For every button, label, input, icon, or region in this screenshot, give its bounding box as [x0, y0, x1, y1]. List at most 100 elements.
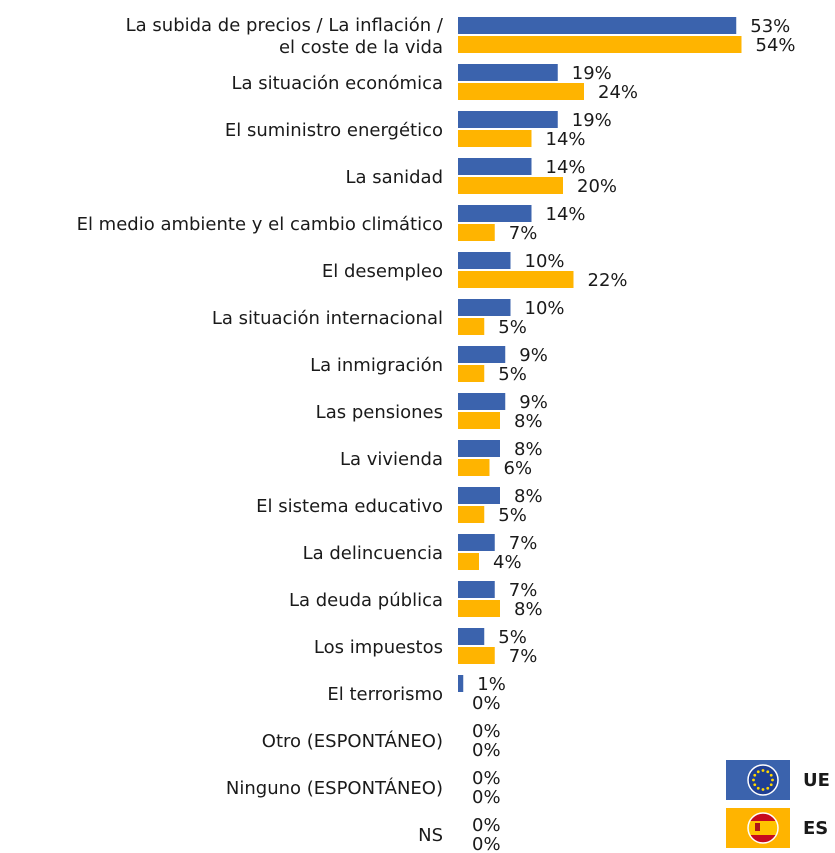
flag-star [766, 786, 770, 790]
bar [458, 412, 500, 429]
value-label: 5% [498, 364, 527, 385]
bar [458, 271, 574, 288]
category-label: El sistema educativo [256, 496, 443, 517]
bar [458, 506, 485, 523]
bar [458, 365, 485, 382]
bar [458, 675, 464, 692]
bar [458, 553, 479, 570]
bar [458, 17, 737, 34]
bar [458, 64, 558, 81]
value-label: 5% [498, 627, 527, 648]
category-label: La delincuencia [303, 543, 443, 564]
value-label: 9% [519, 392, 548, 413]
bar [458, 205, 532, 222]
value-label: 24% [598, 82, 638, 103]
value-label: 7% [509, 646, 538, 667]
value-label: 0% [472, 693, 501, 714]
flag-star [753, 783, 757, 787]
value-label: 20% [577, 176, 617, 197]
bar [458, 581, 495, 598]
bar [458, 393, 506, 410]
bar [458, 318, 485, 335]
flag-star [769, 773, 773, 777]
value-label: 4% [493, 552, 522, 573]
bar [458, 628, 485, 645]
value-label: 0% [472, 815, 501, 836]
value-label: 0% [472, 787, 501, 808]
bar [458, 83, 584, 100]
es-flag-icon [747, 812, 779, 844]
flag-star [766, 770, 770, 774]
category-label: Otro (ESPONTÁNEO) [262, 730, 443, 752]
bar [458, 130, 532, 147]
legend-label: ES [803, 818, 828, 839]
eu-flag-icon [747, 764, 779, 796]
bar [458, 600, 500, 617]
category-label: La subida de precios / La inflación / [126, 15, 444, 36]
bar [458, 299, 511, 316]
value-label: 7% [509, 533, 538, 554]
category-label: El suministro energético [225, 120, 443, 141]
category-label: El terrorismo [327, 684, 443, 705]
flag-star [771, 778, 774, 782]
flag-star [753, 773, 757, 777]
value-label: 14% [546, 204, 586, 225]
category-label: La deuda pública [289, 590, 443, 611]
bar [458, 36, 742, 53]
category-label: El medio ambiente y el cambio climático [77, 214, 443, 235]
category-label: La inmigración [310, 355, 443, 376]
category-label: el coste de la vida [279, 37, 443, 58]
flag-star [761, 769, 765, 772]
category-label: Las pensiones [316, 402, 443, 423]
bar [458, 487, 500, 504]
value-label: 54% [756, 35, 796, 56]
category-label: El desempleo [322, 261, 443, 282]
value-label: 9% [519, 345, 548, 366]
flag-star [756, 786, 760, 790]
flag-star [769, 783, 773, 787]
value-label: 14% [546, 157, 586, 178]
value-label: 5% [498, 505, 527, 526]
bar [458, 459, 490, 476]
legend-label: UE [803, 770, 830, 791]
category-label: La sanidad [346, 167, 443, 188]
bar [458, 534, 495, 551]
category-label: La situación económica [231, 73, 443, 94]
value-label: 0% [472, 768, 501, 789]
flag-star [756, 770, 760, 774]
value-label: 19% [572, 63, 612, 84]
value-label: 8% [514, 411, 543, 432]
value-label: 8% [514, 486, 543, 507]
bar [458, 440, 500, 457]
category-label: La situación internacional [212, 308, 443, 329]
bar [458, 158, 532, 175]
value-label: 8% [514, 439, 543, 460]
bar [458, 346, 506, 363]
flag-star [761, 788, 765, 791]
bar [458, 177, 563, 194]
bar [458, 111, 558, 128]
category-label: Los impuestos [314, 637, 443, 658]
value-label: 1% [477, 674, 506, 695]
value-label: 8% [514, 599, 543, 620]
value-label: 0% [472, 740, 501, 761]
value-label: 0% [472, 721, 501, 742]
value-label: 53% [750, 16, 790, 37]
bar [458, 252, 511, 269]
value-label: 14% [546, 129, 586, 150]
legend: UE ES [726, 760, 830, 848]
category-label: NS [418, 825, 443, 846]
value-label: 7% [509, 223, 538, 244]
value-label: 5% [498, 317, 527, 338]
value-label: 10% [525, 251, 565, 272]
bar [458, 647, 495, 664]
category-label: Ninguno (ESPONTÁNEO) [226, 777, 443, 799]
value-label: 0% [472, 834, 501, 853]
bar [458, 224, 495, 241]
value-label: 6% [504, 458, 533, 479]
value-label: 19% [572, 110, 612, 131]
flag-star [752, 778, 755, 782]
value-label: 22% [588, 270, 628, 291]
value-label: 10% [525, 298, 565, 319]
